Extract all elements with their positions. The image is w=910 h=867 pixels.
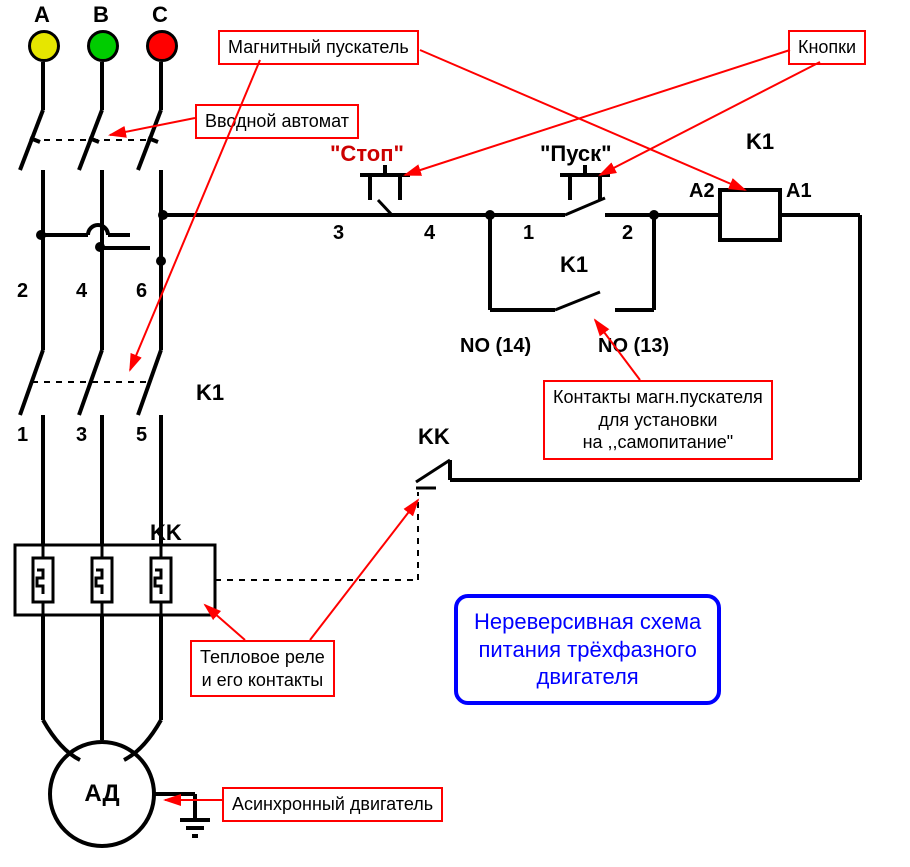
ctrl-1: 1: [523, 222, 534, 245]
motor-icon: АД: [48, 740, 156, 848]
phase-label-b: B: [93, 2, 109, 28]
term-4: 4: [76, 280, 87, 303]
node-dot: [156, 256, 166, 266]
callout-magnetic-starter: Магнитный пускатель: [218, 30, 419, 65]
ctrl-4: 4: [424, 222, 435, 245]
ctrl-2: 2: [622, 222, 633, 245]
label-kk-aux: KK: [418, 424, 450, 450]
callout-input-breaker: Вводной автомат: [195, 104, 359, 139]
term-1: 1: [17, 424, 28, 447]
title-box: Нереверсивная схема питания трёхфазного …: [454, 594, 721, 705]
callout-async-motor: Асинхронный двигатель: [222, 787, 443, 822]
callout-self-feed: Контакты магн.пускателя для установки на…: [543, 380, 773, 460]
label-k1-contactor: K1: [196, 380, 224, 406]
light-icon: [146, 30, 178, 62]
phase-label-a: A: [34, 2, 50, 28]
term-5: 5: [136, 424, 147, 447]
label-k1-coil: K1: [746, 129, 774, 155]
label-a1: A1: [786, 180, 812, 203]
node-dot: [36, 230, 46, 240]
node-dot: [158, 210, 168, 220]
node-dot: [649, 210, 659, 220]
light-icon: [87, 30, 119, 62]
callout-buttons: Кнопки: [788, 30, 866, 65]
node-dot: [95, 242, 105, 252]
term-6: 6: [136, 280, 147, 303]
label-stop: "Стоп": [330, 141, 404, 167]
callout-thermal-relay: Тепловое реле и его контакты: [190, 640, 335, 697]
term-3: 3: [76, 424, 87, 447]
label-kk-main: KK: [150, 520, 182, 546]
motor-label: АД: [84, 780, 119, 808]
phase-label-c: C: [152, 2, 168, 28]
label-no14: NO (14): [460, 335, 531, 358]
label-start: "Пуск": [540, 141, 612, 167]
ctrl-3: 3: [333, 222, 344, 245]
label-a2: A2: [689, 180, 715, 203]
light-icon: [28, 30, 60, 62]
term-2: 2: [17, 280, 28, 303]
label-no13: NO (13): [598, 335, 669, 358]
node-dot: [485, 210, 495, 220]
diagram-canvas: A B C Магнитный пускатель Кнопки Вводной…: [0, 0, 910, 867]
label-k1-aux: K1: [560, 252, 588, 278]
